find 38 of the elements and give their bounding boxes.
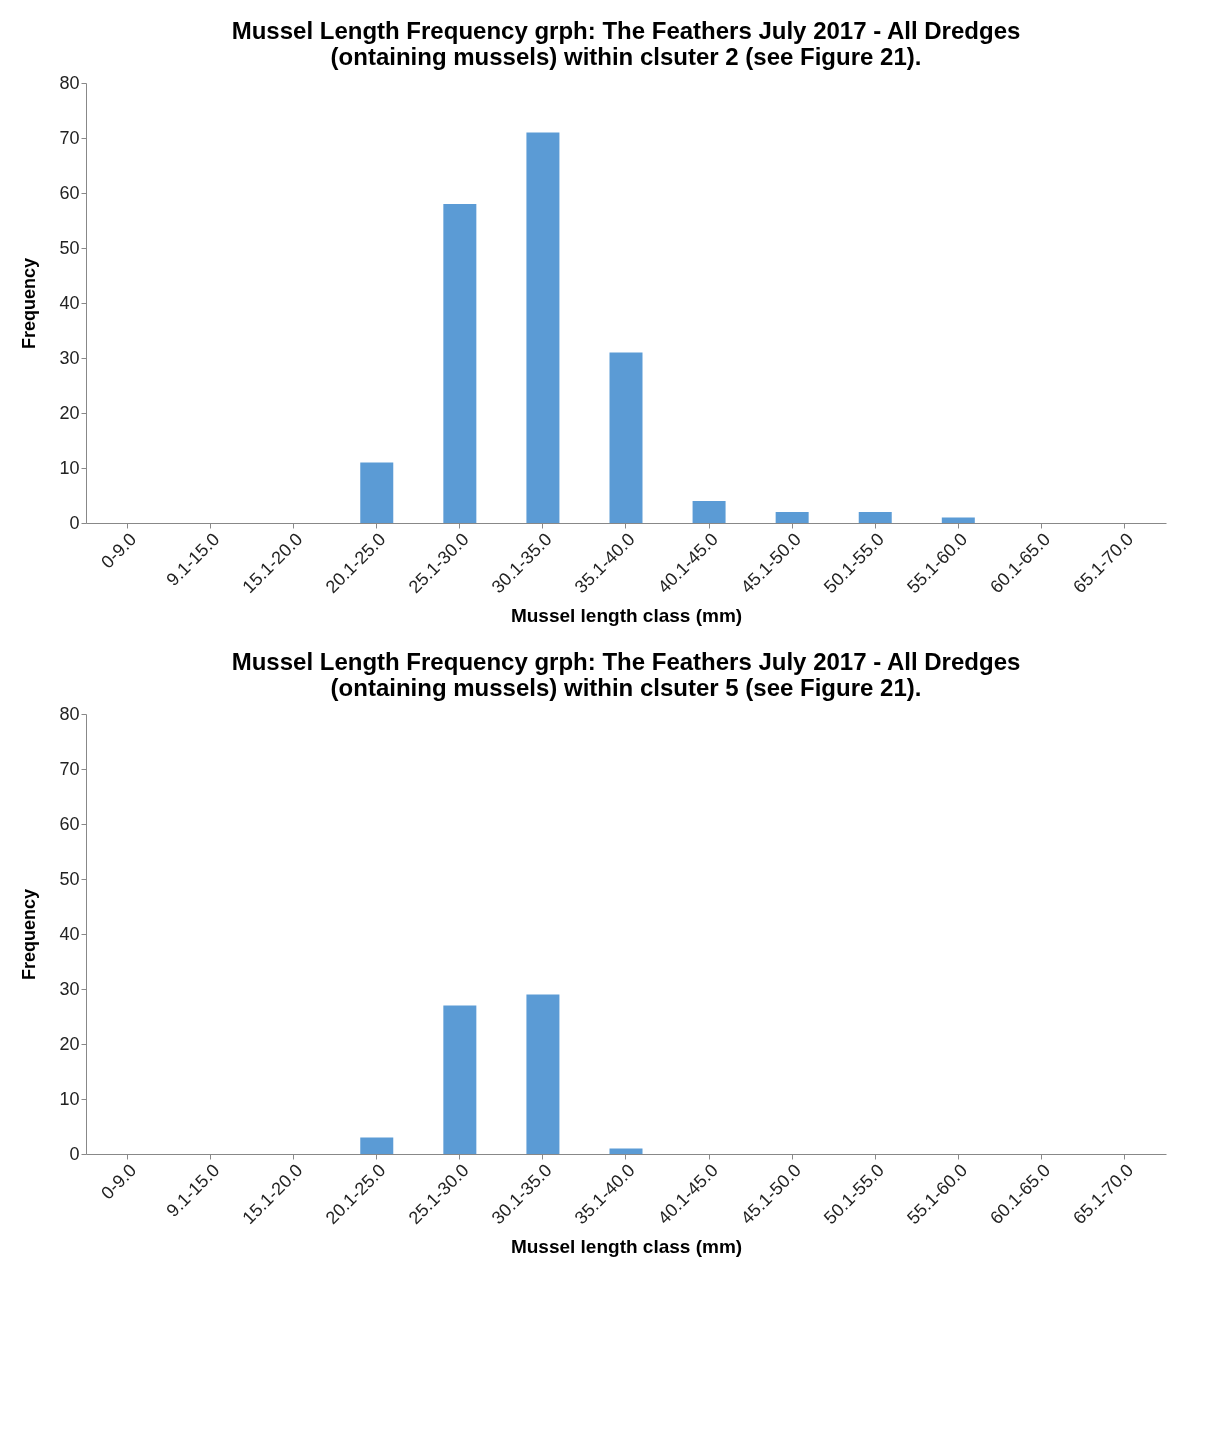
y-tick-label: 0 bbox=[69, 1143, 80, 1164]
y-tick-label: 10 bbox=[59, 457, 80, 478]
bar bbox=[360, 462, 394, 523]
bar bbox=[443, 204, 477, 523]
y-tick-label: 70 bbox=[59, 127, 80, 148]
text: Mussel Length Frequency grph: The Feathers July 2017 - All Dredges bbox=[231, 648, 1021, 675]
bar bbox=[360, 1137, 394, 1154]
y-axis-title: Frequency bbox=[19, 257, 40, 350]
x-axis-title: Mussel length class (mm) bbox=[510, 605, 743, 627]
bar bbox=[775, 512, 809, 523]
bar bbox=[526, 132, 560, 523]
y-tick-label: 20 bbox=[59, 1033, 80, 1054]
bar bbox=[443, 1005, 477, 1154]
y-tick-label: 60 bbox=[59, 182, 80, 203]
x-axis-title: Mussel length class (mm) bbox=[510, 1236, 743, 1258]
y-tick-label: 70 bbox=[59, 758, 80, 779]
bar bbox=[609, 1148, 643, 1154]
y-tick-label: 50 bbox=[59, 237, 80, 258]
y-tick-label: 50 bbox=[59, 868, 80, 889]
text: Mussel Length Frequency grph: The Feathers July 2017 - All Dredges bbox=[231, 17, 1021, 44]
y-tick-label: 40 bbox=[59, 292, 80, 313]
bar bbox=[609, 352, 643, 523]
y-axis-title: Frequency bbox=[19, 888, 40, 981]
bar bbox=[941, 517, 975, 523]
bar bbox=[526, 994, 560, 1154]
y-tick-label: 60 bbox=[59, 813, 80, 834]
y-tick-label: 10 bbox=[59, 1088, 80, 1109]
y-tick-label: 30 bbox=[59, 978, 80, 999]
y-tick-label: 30 bbox=[59, 347, 80, 368]
y-tick-label: 40 bbox=[59, 923, 80, 944]
bar bbox=[858, 512, 892, 523]
y-tick-label: 20 bbox=[59, 402, 80, 423]
text: (ontaining mussels) within clsuter 2 (see Figure 21). bbox=[330, 43, 922, 70]
bar bbox=[692, 501, 726, 523]
y-tick-label: 80 bbox=[59, 72, 80, 93]
y-tick-label: 80 bbox=[59, 703, 80, 724]
text: (ontaining mussels) within clsuter 5 (see Figure 21). bbox=[330, 674, 922, 701]
y-tick-label: 0 bbox=[69, 512, 80, 533]
